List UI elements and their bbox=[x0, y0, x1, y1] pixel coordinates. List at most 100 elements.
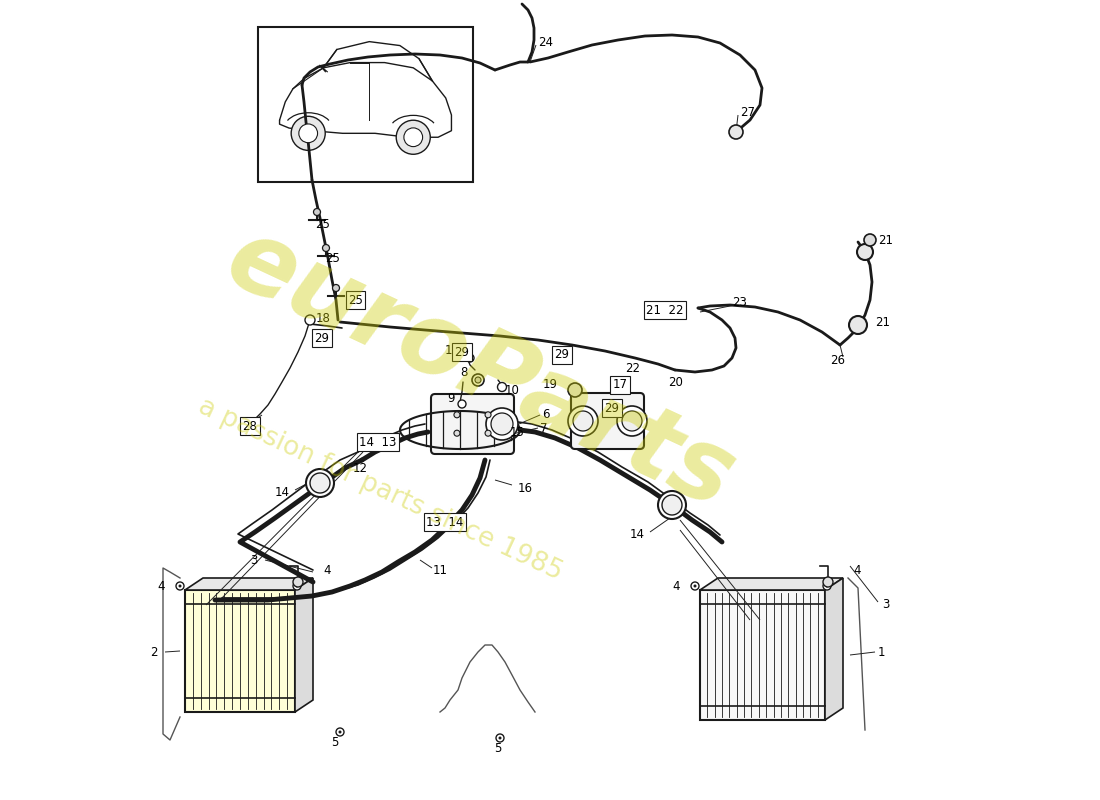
Circle shape bbox=[568, 406, 598, 436]
Circle shape bbox=[310, 473, 330, 493]
Text: 25: 25 bbox=[348, 294, 363, 306]
Circle shape bbox=[849, 316, 867, 334]
FancyBboxPatch shape bbox=[431, 394, 514, 454]
Text: 25: 25 bbox=[315, 218, 330, 230]
Text: 29: 29 bbox=[454, 346, 470, 358]
Circle shape bbox=[857, 244, 873, 260]
Text: 29: 29 bbox=[605, 402, 619, 414]
Circle shape bbox=[293, 582, 301, 590]
Polygon shape bbox=[185, 578, 314, 590]
Text: 4: 4 bbox=[157, 579, 165, 593]
Circle shape bbox=[485, 430, 491, 436]
Polygon shape bbox=[700, 578, 843, 590]
Circle shape bbox=[296, 585, 298, 587]
Text: 14: 14 bbox=[630, 529, 645, 542]
Text: 23: 23 bbox=[732, 295, 747, 309]
Text: 4: 4 bbox=[672, 579, 680, 593]
Text: 21  22: 21 22 bbox=[647, 303, 684, 317]
Circle shape bbox=[306, 469, 334, 497]
Circle shape bbox=[486, 408, 518, 440]
Circle shape bbox=[823, 582, 830, 590]
Circle shape bbox=[314, 209, 320, 215]
Text: 15: 15 bbox=[510, 426, 525, 438]
Circle shape bbox=[498, 737, 502, 739]
Circle shape bbox=[293, 577, 303, 587]
Text: 11: 11 bbox=[433, 563, 448, 577]
Text: 5: 5 bbox=[331, 735, 339, 749]
Text: 1: 1 bbox=[878, 646, 886, 658]
Text: 2: 2 bbox=[151, 646, 158, 658]
Circle shape bbox=[491, 413, 513, 435]
Text: 8: 8 bbox=[461, 366, 468, 378]
Text: 14  13: 14 13 bbox=[360, 435, 397, 449]
FancyBboxPatch shape bbox=[571, 393, 643, 449]
Text: 4: 4 bbox=[852, 563, 860, 577]
Text: 21: 21 bbox=[878, 234, 893, 246]
Text: 19: 19 bbox=[446, 343, 460, 357]
Text: 16: 16 bbox=[518, 482, 534, 494]
Circle shape bbox=[573, 411, 593, 431]
Circle shape bbox=[466, 354, 474, 362]
Circle shape bbox=[617, 406, 647, 436]
Circle shape bbox=[396, 120, 430, 154]
Circle shape bbox=[496, 734, 504, 742]
Circle shape bbox=[339, 730, 341, 734]
Circle shape bbox=[336, 728, 344, 736]
Circle shape bbox=[485, 412, 491, 418]
Text: euroParts: euroParts bbox=[211, 210, 749, 530]
Circle shape bbox=[825, 585, 828, 587]
Text: 4: 4 bbox=[323, 563, 330, 577]
Circle shape bbox=[176, 582, 184, 590]
Text: 17: 17 bbox=[613, 378, 627, 391]
Circle shape bbox=[472, 374, 484, 386]
Text: 28: 28 bbox=[243, 419, 257, 433]
Text: 29: 29 bbox=[554, 349, 570, 362]
Text: 22: 22 bbox=[625, 362, 640, 374]
Circle shape bbox=[458, 400, 466, 408]
Circle shape bbox=[662, 495, 682, 515]
Text: 29: 29 bbox=[315, 331, 330, 345]
Text: 19: 19 bbox=[543, 378, 558, 391]
Text: 3: 3 bbox=[251, 554, 258, 566]
Circle shape bbox=[292, 116, 326, 150]
Circle shape bbox=[404, 128, 422, 146]
Text: 18: 18 bbox=[316, 311, 331, 325]
Circle shape bbox=[693, 585, 696, 587]
Text: 13  14: 13 14 bbox=[427, 515, 464, 529]
Circle shape bbox=[305, 315, 315, 325]
Circle shape bbox=[864, 234, 876, 246]
Polygon shape bbox=[825, 578, 843, 720]
Circle shape bbox=[621, 411, 642, 431]
Text: 25: 25 bbox=[326, 251, 340, 265]
Circle shape bbox=[475, 377, 481, 383]
Circle shape bbox=[322, 245, 330, 251]
Text: a passion for parts since 1985: a passion for parts since 1985 bbox=[194, 394, 566, 586]
Text: 3: 3 bbox=[882, 598, 890, 611]
Text: 26: 26 bbox=[830, 354, 845, 366]
Text: 24: 24 bbox=[538, 35, 553, 49]
Text: 27: 27 bbox=[740, 106, 755, 118]
Bar bbox=[185, 590, 295, 712]
Circle shape bbox=[332, 285, 340, 291]
Circle shape bbox=[497, 382, 506, 391]
Text: 21: 21 bbox=[874, 315, 890, 329]
Circle shape bbox=[178, 585, 182, 587]
Text: 12: 12 bbox=[352, 462, 367, 474]
Circle shape bbox=[691, 582, 698, 590]
Text: 20: 20 bbox=[668, 375, 683, 389]
Polygon shape bbox=[295, 578, 313, 712]
Circle shape bbox=[658, 491, 686, 519]
Text: 14: 14 bbox=[275, 486, 290, 498]
Circle shape bbox=[568, 383, 582, 397]
Text: 5: 5 bbox=[494, 742, 502, 754]
Circle shape bbox=[299, 124, 318, 142]
Circle shape bbox=[729, 125, 743, 139]
Bar bbox=[700, 590, 825, 720]
Text: 7: 7 bbox=[540, 422, 548, 434]
Text: 10: 10 bbox=[505, 383, 520, 397]
Circle shape bbox=[823, 577, 833, 587]
Text: 9: 9 bbox=[448, 391, 455, 405]
Text: 6: 6 bbox=[542, 409, 550, 422]
Circle shape bbox=[454, 430, 460, 436]
Circle shape bbox=[454, 412, 460, 418]
